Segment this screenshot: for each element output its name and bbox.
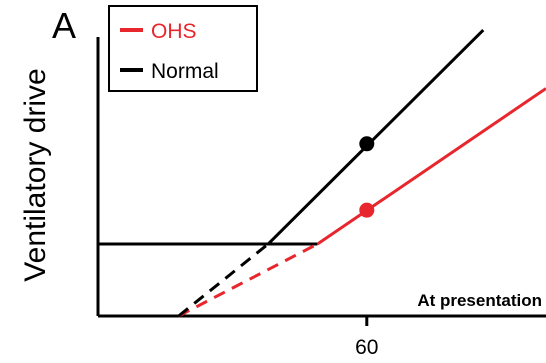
x-tick-label-0: 60	[355, 336, 378, 359]
series-normal-marker	[359, 136, 375, 152]
series-ohs-dashed-line	[177, 242, 319, 318]
series-normal-solid-line	[267, 28, 485, 246]
series-normal-dashed-line	[177, 242, 270, 318]
panel-label: A	[52, 5, 76, 46]
legend-label-normal: Normal	[151, 60, 219, 83]
legend: OHS Normal	[108, 5, 258, 92]
x-axis-label: At presentation	[417, 291, 542, 310]
legend-label-ohs: OHS	[151, 20, 197, 43]
series-ohs-solid-line	[316, 87, 546, 246]
y-axis-label: Ventilatory drive	[19, 68, 52, 281]
series-ohs-marker	[359, 202, 375, 218]
legend-box	[108, 5, 258, 92]
